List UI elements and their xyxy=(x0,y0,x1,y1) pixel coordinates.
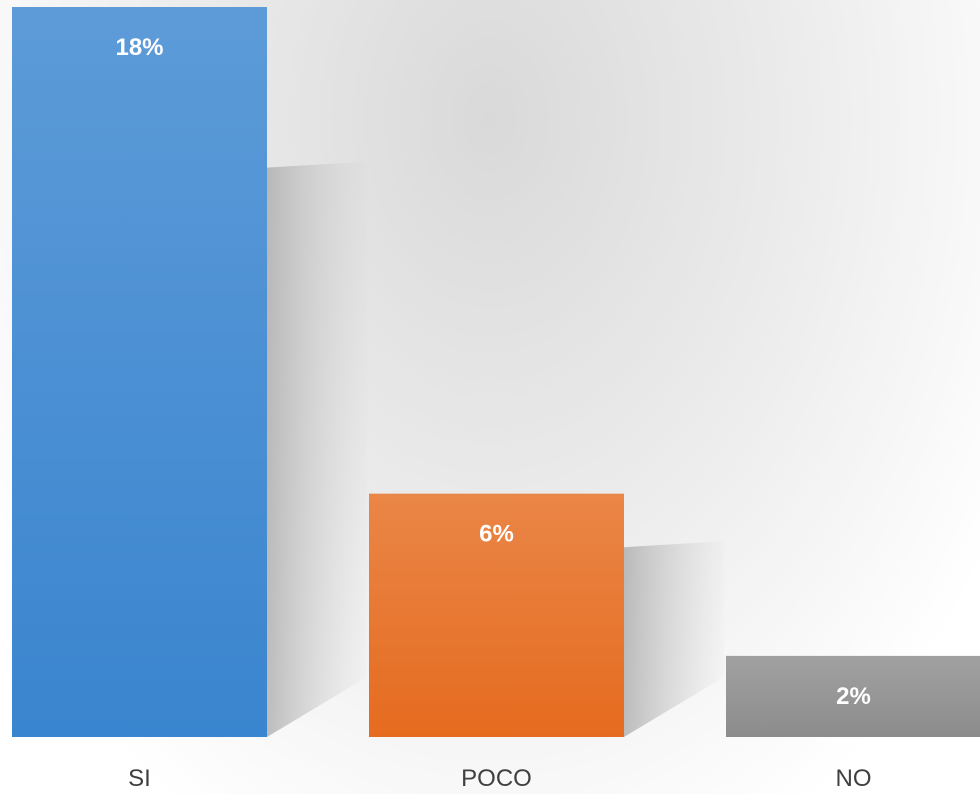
data-label: 6% xyxy=(479,521,514,548)
data-label: 18% xyxy=(115,34,163,61)
category-label: NO xyxy=(836,765,872,792)
bar-shadows xyxy=(267,161,724,738)
bar-shadow xyxy=(624,541,724,737)
category-labels: SI POCO NO xyxy=(128,765,871,792)
bar-si xyxy=(12,7,267,737)
bars xyxy=(12,7,980,737)
bar-shadow xyxy=(267,161,367,738)
category-label: SI xyxy=(128,765,151,792)
data-labels: 18% 6% 2% xyxy=(115,34,870,710)
bar-no xyxy=(726,655,980,737)
category-label: POCO xyxy=(461,765,532,792)
bar-poco xyxy=(369,493,624,737)
data-label: 2% xyxy=(836,683,871,710)
